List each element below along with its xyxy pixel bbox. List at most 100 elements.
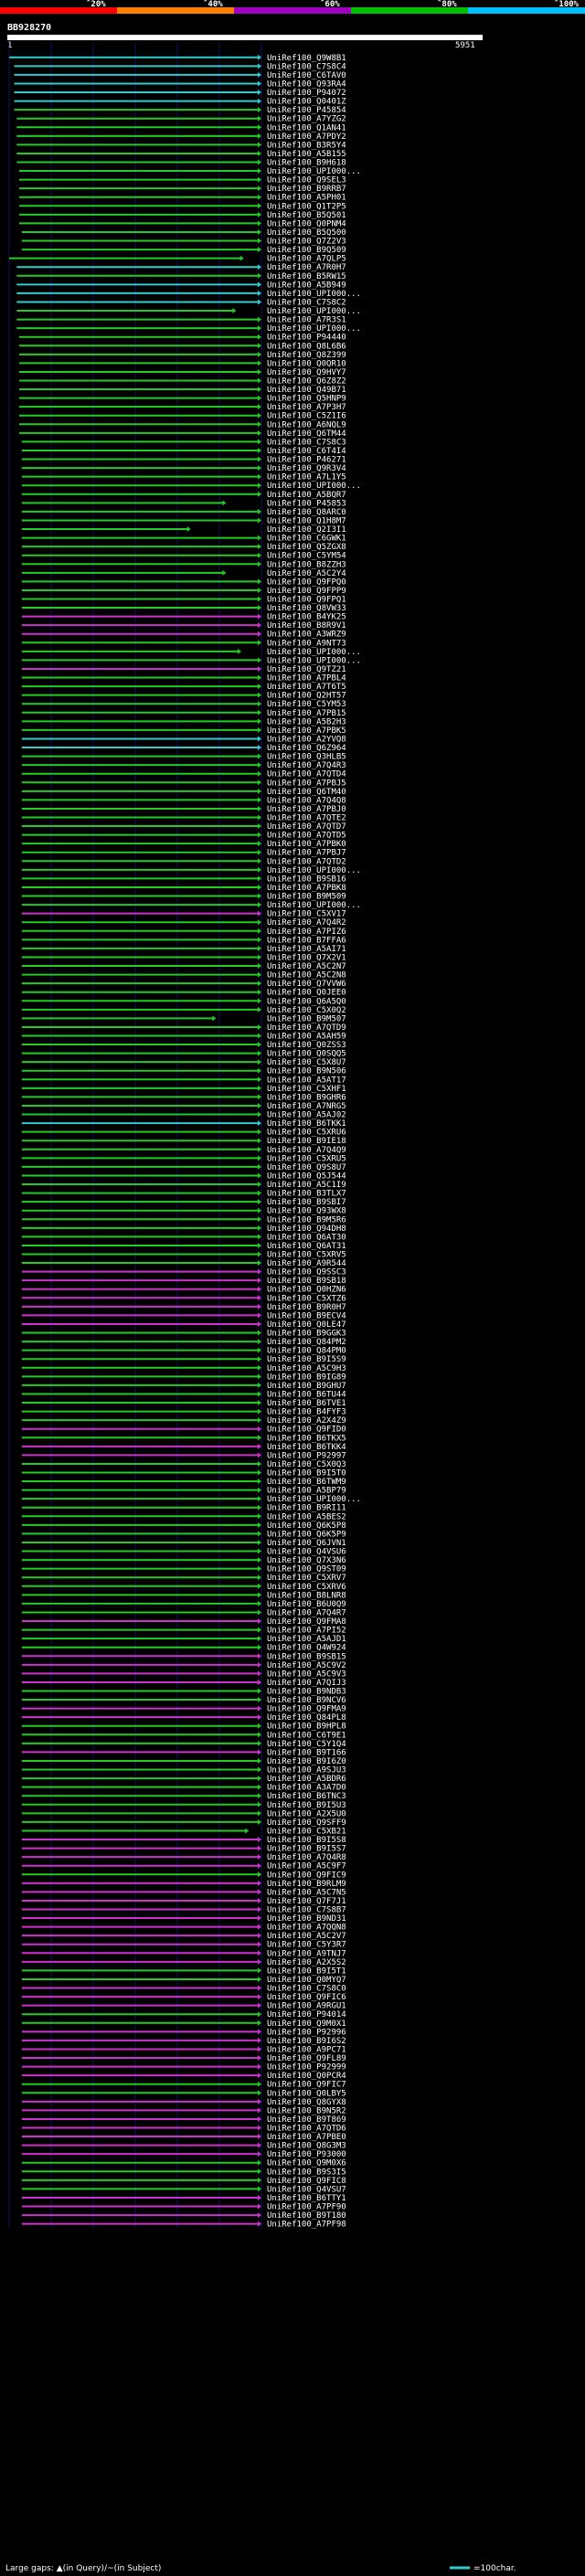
hit-label[interactable]: UniRef100_Q9FIC8: [267, 2177, 346, 2186]
hit-label[interactable]: UniRef100_B9N5R2: [267, 2106, 346, 2115]
hit-label[interactable]: UniRef100_UPI000...: [267, 324, 361, 334]
hit-label[interactable]: UniRef100_Q4VSU6: [267, 1548, 346, 1557]
hit-label[interactable]: UniRef100_A5C9H3: [267, 1364, 346, 1373]
hit-label[interactable]: UniRef100_B6TKK4: [267, 1443, 346, 1452]
hit-label[interactable]: UniRef100_UPI000...: [267, 656, 361, 665]
hit-label[interactable]: UniRef100_A7QTD7: [267, 822, 346, 832]
hit-label[interactable]: UniRef100_UPI000...: [267, 1495, 361, 1504]
hit-label[interactable]: UniRef100_B9RLM9: [267, 1880, 346, 1889]
hit-label[interactable]: UniRef100_Q9M0X1: [267, 2019, 346, 2029]
hit-label[interactable]: UniRef100_Q2HT57: [267, 692, 346, 701]
hit-label[interactable]: UniRef100_A5C7N5: [267, 1888, 346, 1897]
hit-label[interactable]: UniRef100_A7PBK5: [267, 726, 346, 736]
hit-label[interactable]: UniRef100_Q9R3V4: [267, 464, 346, 473]
hit-label[interactable]: UniRef100_A9RGU1: [267, 2002, 346, 2011]
hit-label[interactable]: UniRef100_Q7Z2V3: [267, 238, 346, 247]
hit-label[interactable]: UniRef100_A7PF90: [267, 2203, 346, 2212]
hit-label[interactable]: UniRef100_Q6AT31: [267, 1242, 346, 1251]
hit-label[interactable]: UniRef100_P94072: [267, 89, 346, 98]
hit-label[interactable]: UniRef100_A7PBJ0: [267, 805, 346, 814]
hit-label[interactable]: UniRef100_Q6JVN1: [267, 1539, 346, 1548]
hit-label[interactable]: UniRef100_P94440: [267, 334, 346, 343]
hit-label[interactable]: UniRef100_Q94DH8: [267, 1224, 346, 1234]
hit-label[interactable]: UniRef100_Q2I3I1: [267, 525, 346, 535]
hit-label[interactable]: UniRef100_A3A7D0: [267, 1784, 346, 1793]
hit-label[interactable]: UniRef100_C6T4I4: [267, 447, 346, 456]
hit-label[interactable]: UniRef100_A7PBK0: [267, 840, 346, 849]
hit-label[interactable]: UniRef100_B9N506: [267, 1067, 346, 1076]
hit-label[interactable]: UniRef100_C6TAV0: [267, 71, 346, 80]
hit-label[interactable]: UniRef100_Q9FMA9: [267, 1705, 346, 1714]
hit-label[interactable]: UniRef100_Q9FPQ1: [267, 596, 346, 605]
hit-label[interactable]: UniRef100_A7PBE0: [267, 2133, 346, 2142]
hit-label[interactable]: UniRef100_Q9SFF9: [267, 1818, 346, 1828]
hit-label[interactable]: UniRef100_B3R5Y4: [267, 141, 346, 150]
hit-label[interactable]: UniRef100_B9GHU7: [267, 1382, 346, 1391]
hit-label[interactable]: UniRef100_B8LNR8: [267, 1591, 346, 1600]
hit-label[interactable]: UniRef100_C5X8U7: [267, 1058, 346, 1067]
hit-label[interactable]: UniRef100_A2X5U0: [267, 1809, 346, 1818]
hit-label[interactable]: UniRef100_Q9HVY7: [267, 368, 346, 377]
hit-label[interactable]: UniRef100_P94014: [267, 2010, 346, 2019]
hit-label[interactable]: UniRef100_Q6TM44: [267, 429, 346, 439]
hit-label[interactable]: UniRef100_Q1AN41: [267, 123, 346, 133]
hit-label[interactable]: UniRef100_Q7X2V1: [267, 953, 346, 962]
hit-label[interactable]: UniRef100_Q9FPP9: [267, 587, 346, 596]
hit-label[interactable]: UniRef100_Q5HNP9: [267, 395, 346, 404]
hit-label[interactable]: UniRef100_A7R0H7: [267, 263, 346, 272]
hit-label[interactable]: UniRef100_A7Q4Q9: [267, 1146, 346, 1155]
hit-label[interactable]: UniRef100_A7P3H7: [267, 403, 346, 412]
hit-label[interactable]: UniRef100_B9Q509: [267, 246, 346, 255]
hit-label[interactable]: UniRef100_A7QTD5: [267, 832, 346, 841]
hit-label[interactable]: UniRef100_A7Q4R2: [267, 918, 346, 928]
hit-label[interactable]: UniRef100_B9GGK3: [267, 1330, 346, 1339]
hit-label[interactable]: UniRef100_C5XV17: [267, 910, 346, 919]
hit-label[interactable]: UniRef100_C7S8C2: [267, 298, 346, 307]
hit-label[interactable]: UniRef100_Q6Z8Z2: [267, 377, 346, 387]
hit-label[interactable]: UniRef100_A7PBL4: [267, 674, 346, 684]
hit-label[interactable]: UniRef100_A2X5S2: [267, 1958, 346, 1967]
hit-label[interactable]: UniRef100_B5Q501: [267, 211, 346, 220]
hit-label[interactable]: UniRef100_B9NCV6: [267, 1696, 346, 1705]
hit-label[interactable]: UniRef100_A5AI71: [267, 945, 346, 954]
hit-label[interactable]: UniRef100_C5Z1I6: [267, 412, 346, 421]
hit-label[interactable]: UniRef100_P92997: [267, 1451, 346, 1460]
hit-label[interactable]: UniRef100_Q8G3M3: [267, 2142, 346, 2151]
hit-label[interactable]: UniRef100_B6TKK1: [267, 1119, 346, 1129]
hit-label[interactable]: UniRef100_A7Q4Q8: [267, 796, 346, 805]
hit-label[interactable]: UniRef100_B9T180: [267, 2211, 346, 2221]
hit-label[interactable]: UniRef100_A7Q4R3: [267, 761, 346, 770]
hit-label[interactable]: UniRef100_A7T6T5: [267, 683, 346, 692]
hit-label[interactable]: UniRef100_Q49B71: [267, 386, 346, 395]
hit-label[interactable]: UniRef100_B9IE18: [267, 1137, 346, 1146]
hit-label[interactable]: UniRef100_B5RW15: [267, 272, 346, 281]
hit-label[interactable]: UniRef100_Q8Z399: [267, 351, 346, 360]
hit-label[interactable]: UniRef100_P46271: [267, 456, 346, 465]
hit-label[interactable]: UniRef100_A7QTD9: [267, 1023, 346, 1033]
hit-label[interactable]: UniRef100_UPI000...: [267, 307, 361, 316]
hit-label[interactable]: UniRef100_A7QQN8: [267, 1924, 346, 1933]
hit-label[interactable]: UniRef100_Q3HLB5: [267, 753, 346, 762]
hit-label[interactable]: UniRef100_A5AH59: [267, 1033, 346, 1042]
hit-label[interactable]: UniRef100_A7PBJ7: [267, 849, 346, 858]
hit-label[interactable]: UniRef100_Q9FIC9: [267, 1871, 346, 1880]
hit-label[interactable]: UniRef100_B9RI11: [267, 1504, 346, 1513]
hit-label[interactable]: UniRef100_C5XRU5: [267, 1154, 346, 1163]
hit-label[interactable]: UniRef100_A5AJ02: [267, 1111, 346, 1120]
hit-label[interactable]: UniRef100_Q84PL8: [267, 1713, 346, 1723]
hit-label[interactable]: UniRef100_Q9SSC3: [267, 1268, 346, 1277]
hit-label[interactable]: UniRef100_Q9FMA8: [267, 1617, 346, 1627]
hit-label[interactable]: UniRef100_B6TNC3: [267, 1792, 346, 1801]
hit-label[interactable]: UniRef100_B9SB18: [267, 1277, 346, 1286]
hit-label[interactable]: UniRef100_Q9ST09: [267, 1565, 346, 1574]
hit-label[interactable]: UniRef100_Q0PCR4: [267, 2072, 346, 2081]
hit-label[interactable]: UniRef100_A7R3S1: [267, 316, 346, 325]
hit-label[interactable]: UniRef100_B3TLX7: [267, 1190, 346, 1199]
hit-label[interactable]: UniRef100_Q84PM2: [267, 1338, 346, 1347]
hit-label[interactable]: UniRef100_Q9W8B1: [267, 54, 346, 63]
hit-label[interactable]: UniRef100_B9M507: [267, 1014, 346, 1023]
hit-label[interactable]: UniRef100_B9I5S9: [267, 1355, 346, 1364]
hit-label[interactable]: UniRef100_A5BQR7: [267, 491, 346, 500]
hit-label[interactable]: UniRef100_B9HPL8: [267, 1723, 346, 1732]
hit-label[interactable]: UniRef100_C5XRV6: [267, 1583, 346, 1592]
